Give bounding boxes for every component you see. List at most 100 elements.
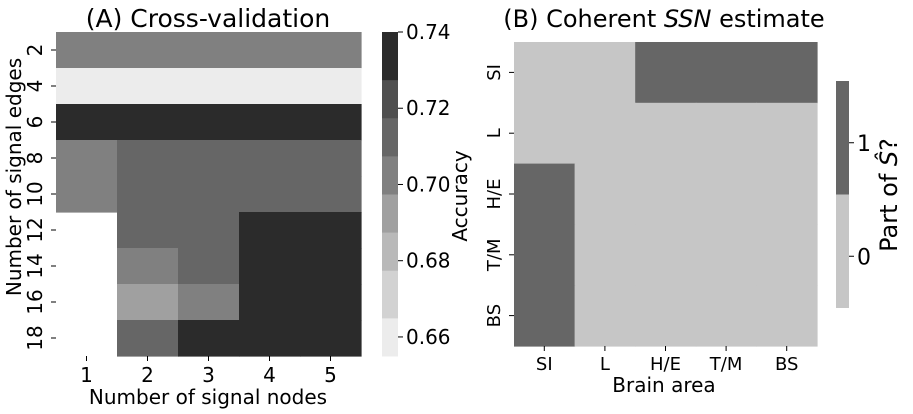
colorbar-segment-1 [836, 81, 849, 195]
heatmap-cell-a-r18-c4 [239, 320, 301, 357]
heatmap-cell-a-r6-c2 [117, 104, 179, 141]
y-tick-label: 18 [23, 325, 47, 350]
heatmap-cell-a-r12-c3 [178, 212, 240, 249]
heatmap-cell-b-BS-H/E [635, 285, 697, 347]
heatmap-cell-b-BS-BS [756, 285, 818, 347]
heatmap-cell-a-r8-c5 [300, 140, 362, 177]
x-tick-label: H/E [650, 354, 681, 375]
heatmap-cell-a-r10-c4 [239, 176, 301, 213]
heatmap-cell-a-r16-c3 [178, 284, 240, 321]
colorbar-tick-label: 0.74 [406, 20, 451, 44]
heatmap-cell-a-r6-c1 [56, 104, 118, 141]
x-tick-label: SI [536, 354, 553, 375]
heatmap-cell-b-H/E-H/E [635, 163, 697, 225]
panel-b-title: (B) Coherent SSN estimate [503, 5, 824, 33]
colorbar-band [382, 79, 398, 119]
heatmap-cell-b-T/M-SI [514, 224, 576, 286]
heatmap-cell-b-T/M-BS [756, 224, 818, 286]
heatmap-cell-a-r6-c4 [239, 104, 301, 141]
x-tick-label: T/M [709, 354, 743, 375]
heatmap-cell-a-r16-c5 [300, 284, 362, 321]
heatmap-cell-b-SI-BS [756, 42, 818, 104]
heatmap-cell-a-r10-c3 [178, 176, 240, 213]
heatmap-cell-a-r4-c2 [117, 68, 179, 105]
heatmap-cell-a-r8-c1 [56, 140, 118, 177]
heatmap-cell-a-r16-c2 [117, 284, 179, 321]
heatmap-cell-a-r18-c3 [178, 320, 240, 357]
heatmap-cell-a-r4-c3 [178, 68, 240, 105]
heatmap-cell-a-r2-c4 [239, 32, 301, 69]
heatmap-cell-b-BS-SI [514, 285, 576, 347]
panel-a-x-ticks: 1 2 3 4 5 [80, 356, 337, 387]
y-tick-label: 8 [23, 152, 47, 165]
y-tick-label: 14 [23, 253, 47, 278]
colorbar-band [382, 317, 398, 357]
panel-a-y-ticks: 2 4 6 8 10 12 14 16 18 [23, 44, 56, 351]
y-tick-label: BS [484, 304, 505, 327]
y-tick-label: 6 [23, 116, 47, 129]
panel-a-colorbar-ticks: 0.66 0.68 0.70 0.72 0.74 [398, 20, 451, 349]
heatmap-cell-a-r2-c2 [117, 32, 179, 69]
panel-b-colorbar [836, 81, 849, 308]
heatmap-cell-a-r10-c1 [56, 176, 118, 213]
heatmap-cell-b-BS-T/M [695, 285, 757, 347]
y-tick-label: 4 [23, 80, 47, 93]
heatmap-cell-a-r6-c3 [178, 104, 240, 141]
heatmap-cell-b-T/M-H/E [635, 224, 697, 286]
colorbar-segment-0 [836, 194, 849, 308]
heatmap-cell-a-r12-c2 [117, 212, 179, 249]
heatmap-cell-b-SI-SI [514, 42, 576, 104]
x-tick-label: 3 [202, 363, 215, 387]
heatmap-cell-a-r4-c4 [239, 68, 301, 105]
heatmap-cell-b-H/E-BS [756, 163, 818, 225]
colorbar-band [382, 270, 398, 319]
x-tick-label: 1 [80, 363, 93, 387]
colorbar-tick-label: 0.72 [406, 96, 451, 120]
colorbar-band [382, 194, 398, 233]
heatmap-cell-b-H/E-T/M [695, 163, 757, 225]
heatmap-cell-a-r14-c2 [117, 248, 179, 285]
heatmap-cell-a-r8-c3 [178, 140, 240, 177]
heatmap-cell-b-L-SI [514, 102, 576, 165]
panel-b-colorbar-label: Part of Ŝ? [873, 138, 903, 252]
colorbar-band [382, 232, 398, 271]
heatmap-cell-b-L-H/E [635, 102, 697, 165]
colorbar-tick-label: 0.68 [406, 249, 451, 273]
y-tick-label: T/M [484, 239, 505, 273]
heatmap-cell-a-r4-c5 [300, 68, 362, 105]
heatmap-cell-a-r6-c5 [300, 104, 362, 141]
heatmap-cell-a-r12-c4 [239, 212, 301, 249]
panel-b-x-ticks: SI L H/E T/M BS [536, 346, 798, 375]
heatmap-cell-b-L-L [574, 102, 636, 165]
heatmap-cell-a-r8-c2 [117, 140, 179, 177]
panel-a-colorbar-label: Accuracy [448, 150, 472, 241]
colorbar-tick-label: 0 [857, 245, 871, 270]
y-tick-label: 16 [23, 289, 47, 314]
panel-a-x-axis-label: Number of signal nodes [89, 385, 327, 409]
heatmap-cell-b-H/E-L [574, 163, 636, 225]
heatmap-cell-a-r10-c2 [117, 176, 179, 213]
colorbar-tick-label: 0.70 [406, 172, 451, 196]
panel-a-heatmap-cells [56, 32, 362, 357]
x-tick-label: L [600, 354, 610, 375]
panel-a-y-axis-label: Number of signal edges [2, 58, 26, 296]
heatmap-cell-a-r2-c1 [56, 32, 118, 69]
x-tick-label: 4 [263, 363, 276, 387]
heatmap-cell-a-r12-c5 [300, 212, 362, 249]
heatmap-cell-b-BS-L [574, 285, 636, 347]
heatmap-cell-b-H/E-SI [514, 163, 576, 225]
heatmap-cell-b-SI-T/M [695, 42, 757, 104]
heatmap-cell-b-L-BS [756, 102, 818, 165]
heatmap-cell-a-r14-c5 [300, 248, 362, 285]
panel-a-colorbar [382, 32, 398, 357]
x-tick-label: BS [775, 354, 798, 375]
x-tick-label: 5 [324, 363, 337, 387]
heatmap-cell-a-r14-c4 [239, 248, 301, 285]
colorbar-band [382, 117, 398, 157]
colorbar-band [382, 155, 398, 195]
panel-b-y-ticks: SI L H/E T/M BS [484, 64, 514, 327]
heatmap-cell-a-r14-c3 [178, 248, 240, 285]
y-tick-label: 2 [23, 44, 47, 57]
